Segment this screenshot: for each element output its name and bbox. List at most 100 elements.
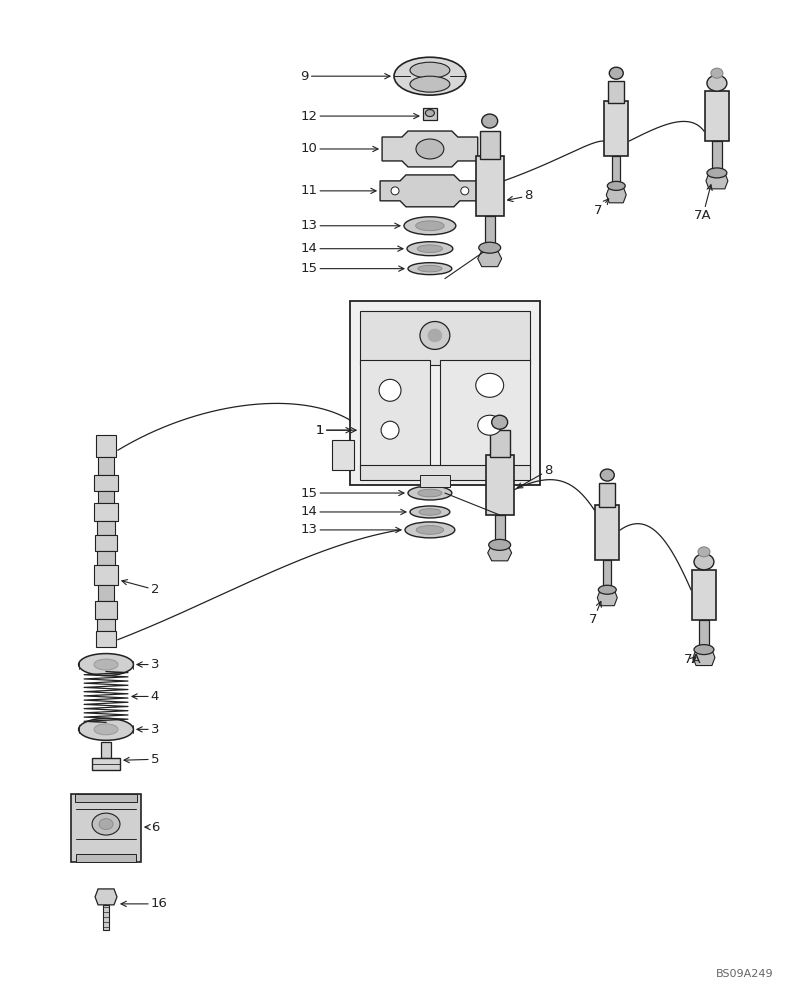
Bar	[101, 742, 111, 758]
Ellipse shape	[410, 62, 450, 78]
Bar	[604, 560, 612, 588]
Bar	[350, 301, 540, 485]
Ellipse shape	[608, 181, 625, 190]
Ellipse shape	[599, 585, 617, 594]
Bar	[332, 440, 354, 470]
Ellipse shape	[391, 187, 399, 195]
Ellipse shape	[94, 724, 118, 735]
Ellipse shape	[408, 263, 452, 275]
Ellipse shape	[428, 329, 442, 342]
Text: 15: 15	[301, 487, 404, 500]
Ellipse shape	[419, 509, 441, 515]
Polygon shape	[693, 650, 715, 666]
Ellipse shape	[416, 526, 444, 534]
Bar	[440, 360, 529, 470]
Ellipse shape	[426, 110, 435, 117]
Bar	[76, 854, 136, 862]
Text: 5: 5	[124, 753, 159, 766]
Text: 9: 9	[301, 70, 390, 83]
Bar	[98, 491, 114, 503]
Text: 3: 3	[137, 658, 159, 671]
Bar	[699, 620, 709, 648]
Ellipse shape	[479, 242, 501, 253]
Ellipse shape	[707, 75, 727, 91]
Ellipse shape	[609, 67, 623, 79]
Polygon shape	[95, 889, 117, 905]
Ellipse shape	[476, 373, 503, 397]
Polygon shape	[478, 251, 502, 267]
Ellipse shape	[379, 379, 401, 401]
Text: 15: 15	[301, 262, 404, 275]
Ellipse shape	[492, 415, 507, 429]
Text: BS09A249: BS09A249	[716, 969, 774, 979]
Text: 7: 7	[589, 601, 601, 626]
Ellipse shape	[420, 321, 450, 349]
Text: 12: 12	[301, 110, 419, 123]
Ellipse shape	[482, 114, 498, 128]
Text: 7A: 7A	[684, 653, 701, 666]
Text: 2: 2	[122, 580, 159, 596]
Ellipse shape	[394, 57, 465, 95]
Text: 1: 1	[315, 424, 351, 437]
Ellipse shape	[694, 645, 714, 655]
Polygon shape	[488, 545, 511, 561]
Bar	[98, 457, 114, 475]
Polygon shape	[706, 173, 728, 189]
Bar	[600, 483, 615, 507]
Ellipse shape	[410, 76, 450, 92]
Bar	[103, 905, 109, 930]
Ellipse shape	[600, 469, 614, 481]
Bar	[360, 465, 529, 480]
Ellipse shape	[92, 813, 120, 835]
Bar	[485, 216, 494, 246]
Bar	[595, 505, 619, 560]
Ellipse shape	[694, 554, 714, 570]
Ellipse shape	[94, 659, 118, 670]
Bar	[97, 521, 115, 535]
Ellipse shape	[418, 265, 442, 272]
Ellipse shape	[698, 547, 710, 557]
Bar	[97, 619, 115, 631]
Bar	[490, 430, 510, 457]
Bar	[612, 156, 621, 184]
Text: 7: 7	[595, 199, 608, 217]
Bar	[476, 156, 503, 216]
Polygon shape	[597, 590, 617, 606]
Bar	[480, 131, 499, 159]
Bar	[92, 758, 120, 770]
Bar	[75, 794, 137, 802]
Bar	[94, 503, 118, 521]
Ellipse shape	[404, 217, 456, 235]
Text: 8: 8	[507, 189, 533, 202]
Bar	[97, 551, 115, 565]
Bar	[95, 535, 117, 551]
Bar	[692, 570, 716, 620]
Text: 14: 14	[301, 242, 403, 255]
Ellipse shape	[418, 489, 442, 497]
Ellipse shape	[461, 187, 469, 195]
Text: 8: 8	[517, 464, 553, 488]
Text: 16: 16	[121, 897, 168, 910]
Bar	[360, 360, 430, 470]
Polygon shape	[606, 187, 626, 203]
Bar	[98, 585, 114, 601]
Ellipse shape	[78, 718, 133, 740]
Text: 13: 13	[301, 523, 401, 536]
Text: 11: 11	[301, 184, 376, 197]
Ellipse shape	[99, 819, 113, 830]
Ellipse shape	[415, 221, 444, 231]
Bar	[71, 794, 141, 862]
Ellipse shape	[711, 68, 723, 78]
Text: 1: 1	[315, 424, 356, 437]
Ellipse shape	[417, 245, 443, 253]
Ellipse shape	[78, 654, 133, 676]
Polygon shape	[382, 131, 478, 167]
Bar	[96, 631, 116, 647]
Ellipse shape	[489, 539, 511, 550]
Text: 7A: 7A	[694, 185, 712, 222]
Bar	[94, 475, 118, 491]
Bar	[494, 515, 505, 543]
Bar	[420, 475, 450, 487]
Ellipse shape	[410, 506, 450, 518]
Text: 14: 14	[301, 505, 406, 518]
